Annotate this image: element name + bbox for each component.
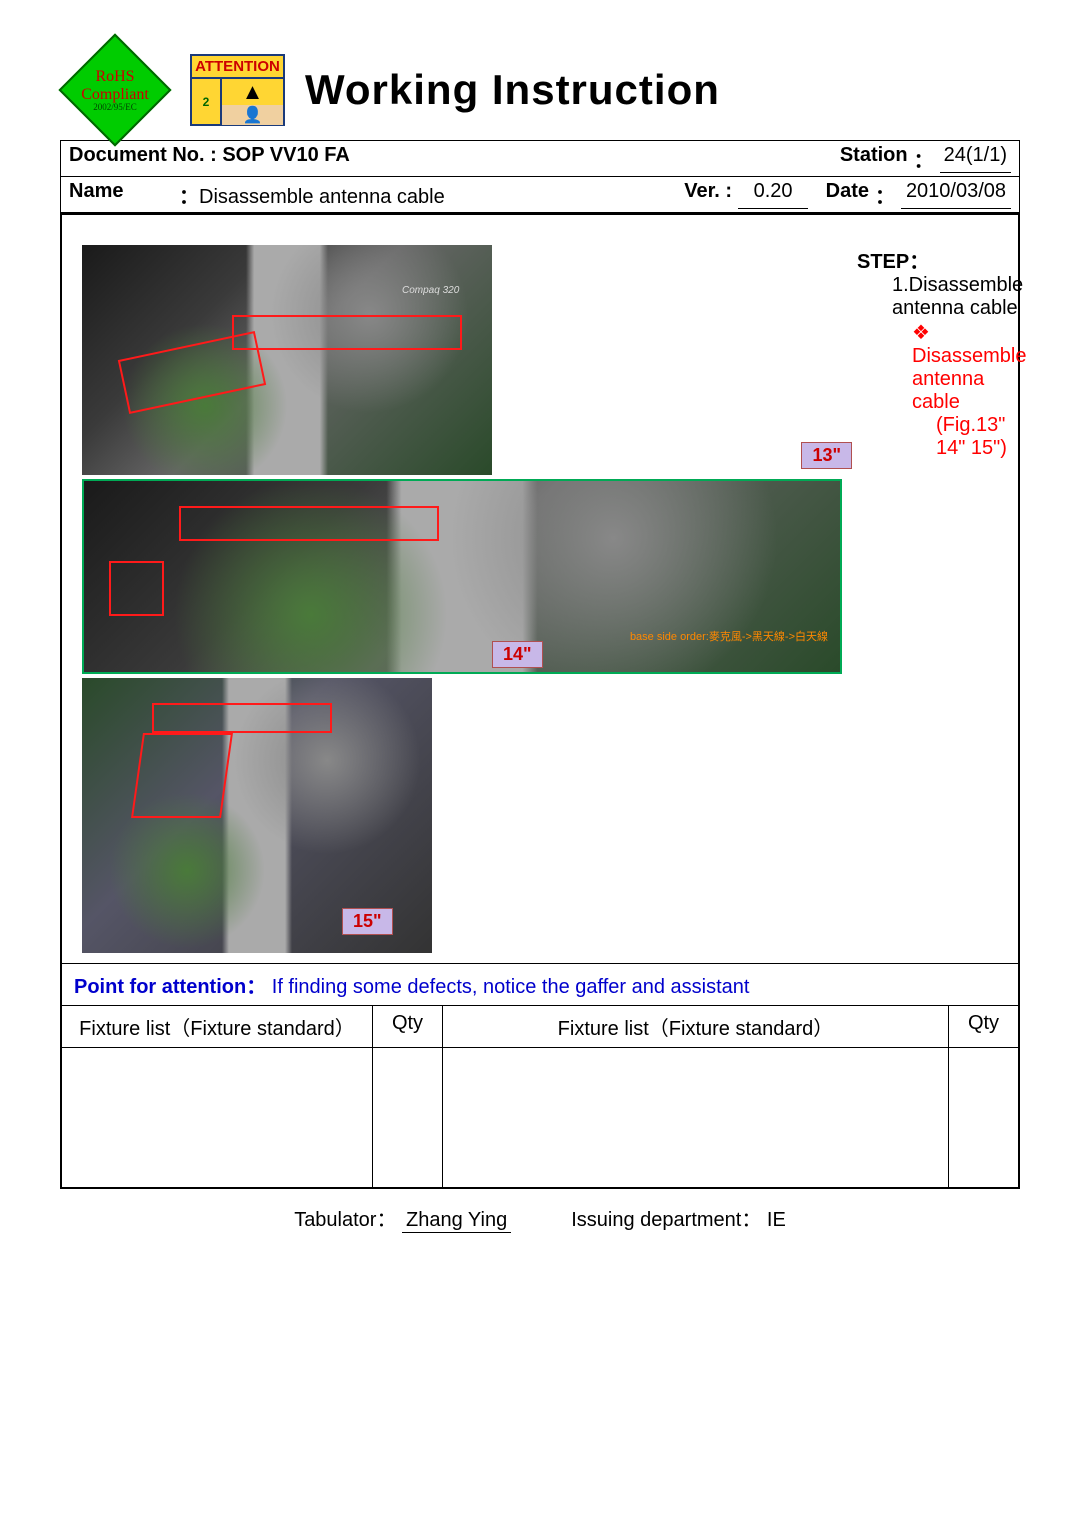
figure-14: base side order:麥克風->黑天線->白天線 14" [82, 479, 842, 674]
attention-text: If finding some defects, notice the gaff… [272, 976, 750, 998]
rohs-badge: RoHS Compliant 2002/95/EC [60, 50, 170, 130]
date-label: Date [826, 180, 869, 209]
fixture-body-row [62, 1047, 1018, 1187]
name-label: Name [69, 180, 139, 209]
body-frame: Compaq 320 13" base side order:麥克風->黑天線-… [60, 213, 1020, 1189]
warning-triangle-icon: ▲ [222, 79, 283, 105]
dept-label: Issuing department： [571, 1209, 761, 1231]
side-order-text: base side order:麥克風->黑天線->白天線 [630, 628, 828, 644]
step-line3: (Fig.13" 14" 15") [892, 414, 1026, 460]
step-title: STEP： [857, 251, 929, 273]
info-block: Document No. : SOP VV10 FA Station ： 24(… [60, 140, 1020, 213]
fixture-col1: Fixture list（Fixture standard） [62, 1006, 372, 1047]
rohs-line1: RoHS [60, 68, 170, 86]
page-title: Working Instruction [305, 66, 720, 114]
date-value: 2010/03/08 [901, 180, 1011, 209]
fig14-label: 14" [492, 641, 543, 668]
footer: Tabulator： Zhang Ying Issuing department… [60, 1189, 1020, 1233]
rohs-line2: Compliant [60, 86, 170, 104]
name-value: Disassemble antenna cable [199, 186, 445, 208]
figure-13: Compaq 320 13" [82, 245, 842, 475]
fixture-col4: Qty [948, 1006, 1018, 1047]
step-line1: 1.Disassemble antenna cable [892, 274, 1026, 320]
figures-column: Compaq 320 13" base side order:麥克風->黑天線-… [82, 245, 842, 953]
fixture-table: Fixture list（Fixture standard） Qty Fixtu… [62, 1005, 1018, 1187]
ver-value: 0.20 [738, 180, 808, 209]
station-value: 24(1/1) [940, 144, 1011, 173]
rohs-small: 2002/95/EC [60, 103, 170, 113]
fixture-col3: Fixture list（Fixture standard） [442, 1006, 948, 1047]
compaq-label: Compaq 320 [402, 285, 459, 296]
fig13-label: 13" [801, 442, 852, 469]
attention-label: ATTENTION [192, 56, 283, 79]
ver-label: Ver. : [684, 180, 732, 209]
figure-15: 15" [82, 678, 842, 953]
step-line2: Disassemble antenna cable [912, 345, 1026, 413]
dept-value: IE [767, 1209, 786, 1231]
station-label: Station [840, 144, 908, 173]
fixture-col2: Qty [372, 1006, 442, 1047]
attention-label-text: Point for attention： [74, 976, 266, 998]
attention-number: 2 [192, 79, 222, 124]
tabulator-label: Tabulator： [294, 1209, 396, 1231]
document-header: RoHS Compliant 2002/95/EC ATTENTION 2 ▲ … [60, 50, 1020, 130]
doc-no-label: Document No. : SOP VV10 FA [69, 144, 350, 167]
attention-badge: ATTENTION 2 ▲ 👤 [190, 54, 285, 126]
person-icon: 👤 [222, 105, 283, 125]
point-for-attention: Point for attention： If finding some def… [62, 963, 1018, 1005]
tabulator-value: Zhang Ying [402, 1209, 511, 1233]
fig15-label: 15" [342, 908, 393, 935]
